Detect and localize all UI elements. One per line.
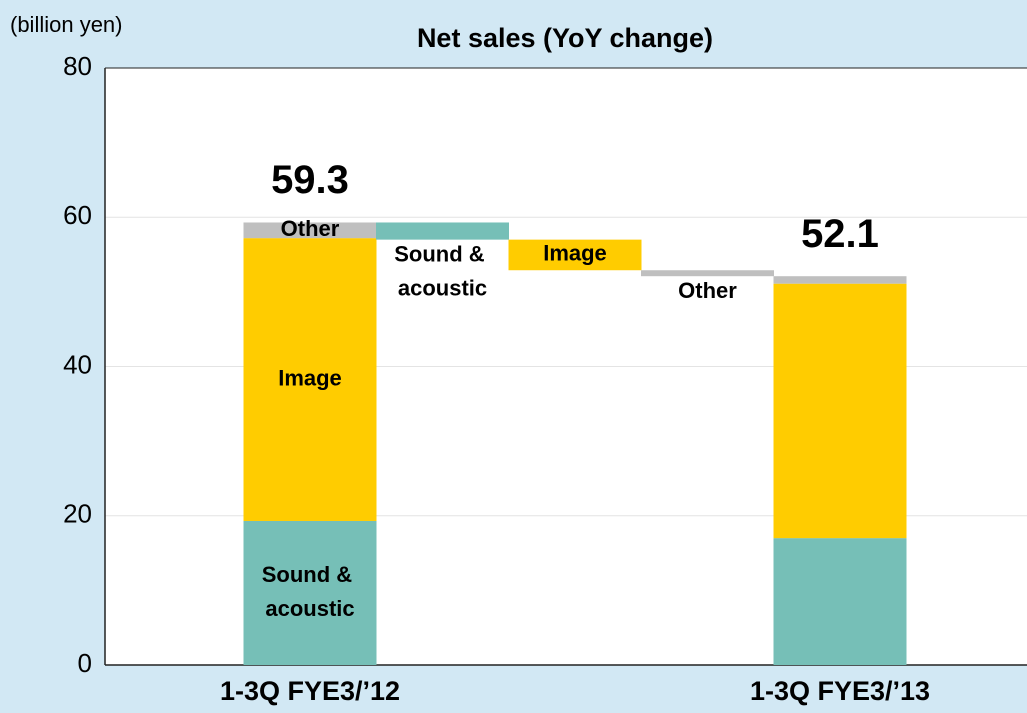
- segment-label: Sound & acoustic: [262, 562, 359, 621]
- x-tick-label: 1-3Q FYE3/’12: [220, 676, 400, 706]
- segment-label: Image: [543, 241, 607, 266]
- x-tick-label: 1-3Q FYE3/’13: [750, 676, 930, 706]
- y-tick-label: 60: [63, 200, 92, 230]
- y-tick-label: 80: [63, 51, 92, 81]
- bar-segment: [773, 276, 907, 284]
- bar-segment: [641, 270, 774, 277]
- bar-segment: [376, 222, 509, 240]
- bar-segment: [508, 239, 642, 271]
- total-label: 59.3: [271, 158, 349, 202]
- chart-title: Net sales (YoY change): [417, 23, 713, 53]
- y-tick-label: 20: [63, 499, 92, 529]
- segment-label: Sound & acoustic: [394, 241, 491, 300]
- y-axis-label: (billion yen): [10, 12, 123, 37]
- segment-label: Image: [278, 365, 342, 390]
- y-tick-label: 40: [63, 349, 92, 379]
- total-label: 52.1: [801, 212, 879, 256]
- bar-segment: [773, 283, 907, 539]
- y-tick-label: 0: [78, 648, 92, 678]
- segment-label: Other: [281, 216, 340, 241]
- segment-label: Other: [678, 278, 737, 303]
- bar-segment: [773, 538, 907, 665]
- bar-segment: [243, 520, 377, 665]
- bar-segment: [243, 222, 377, 239]
- bar-segment: [243, 238, 377, 521]
